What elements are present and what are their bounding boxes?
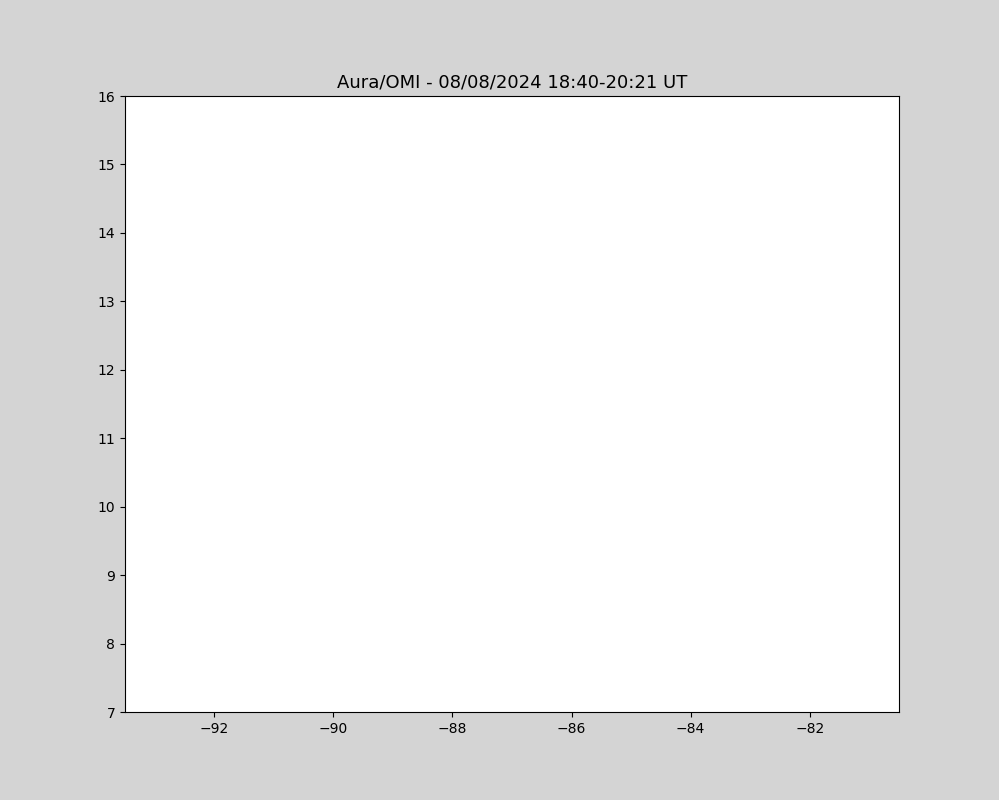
- Title: Aura/OMI - 08/08/2024 18:40-20:21 UT: Aura/OMI - 08/08/2024 18:40-20:21 UT: [337, 74, 687, 92]
